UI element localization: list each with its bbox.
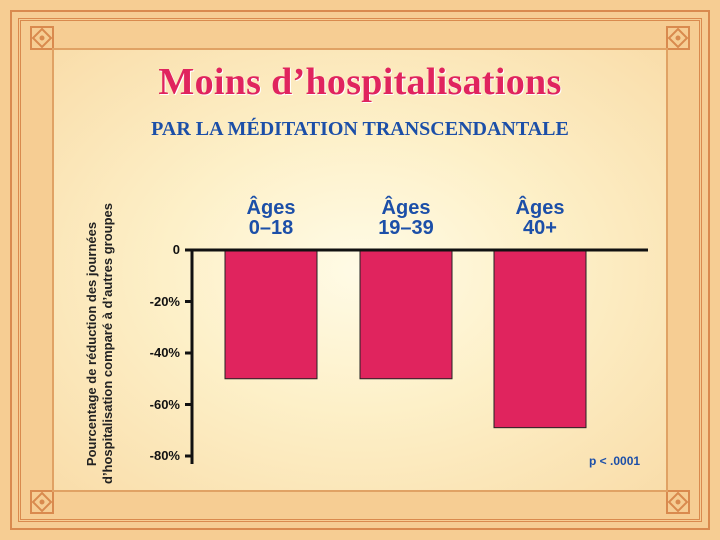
bar-3 (493, 249, 587, 429)
corner-ornament-icon (30, 490, 54, 514)
category-label-line: Âges (381, 197, 431, 219)
category-label: Âges 19–39 (346, 198, 466, 238)
y-tick-label: -40% (149, 345, 180, 360)
corner-ornament-icon (666, 26, 690, 50)
category-label-line: 19–39 (378, 217, 434, 239)
p-value-note: p < .0001 (589, 454, 641, 468)
slide-subtitle: PAR LA MÉDITATION TRANSCENDANTALE (151, 118, 569, 140)
frame-border-outer (10, 10, 710, 530)
category-label-line: Âges (515, 197, 565, 219)
frame-border-inner (18, 18, 702, 522)
corner-ornament-icon (666, 490, 690, 514)
category-label-line: 40+ (523, 217, 557, 239)
category-label-line: Âges (246, 197, 296, 219)
y-tick-label: -60% (149, 396, 180, 412)
category-label: Âges 40+ (480, 198, 600, 238)
bar-2 (359, 249, 453, 380)
y-tick-label: -80% (149, 448, 180, 463)
bar-1 (224, 249, 318, 380)
category-label-line: 0–18 (248, 217, 294, 239)
y-tick-label: 0 (172, 242, 180, 257)
category-label: Âges 0–18 (211, 198, 331, 238)
slide-title: Moins d’hospitalisations (158, 61, 562, 103)
corner-ornament-icon (30, 26, 54, 50)
y-tick-label: -20% (149, 293, 180, 309)
